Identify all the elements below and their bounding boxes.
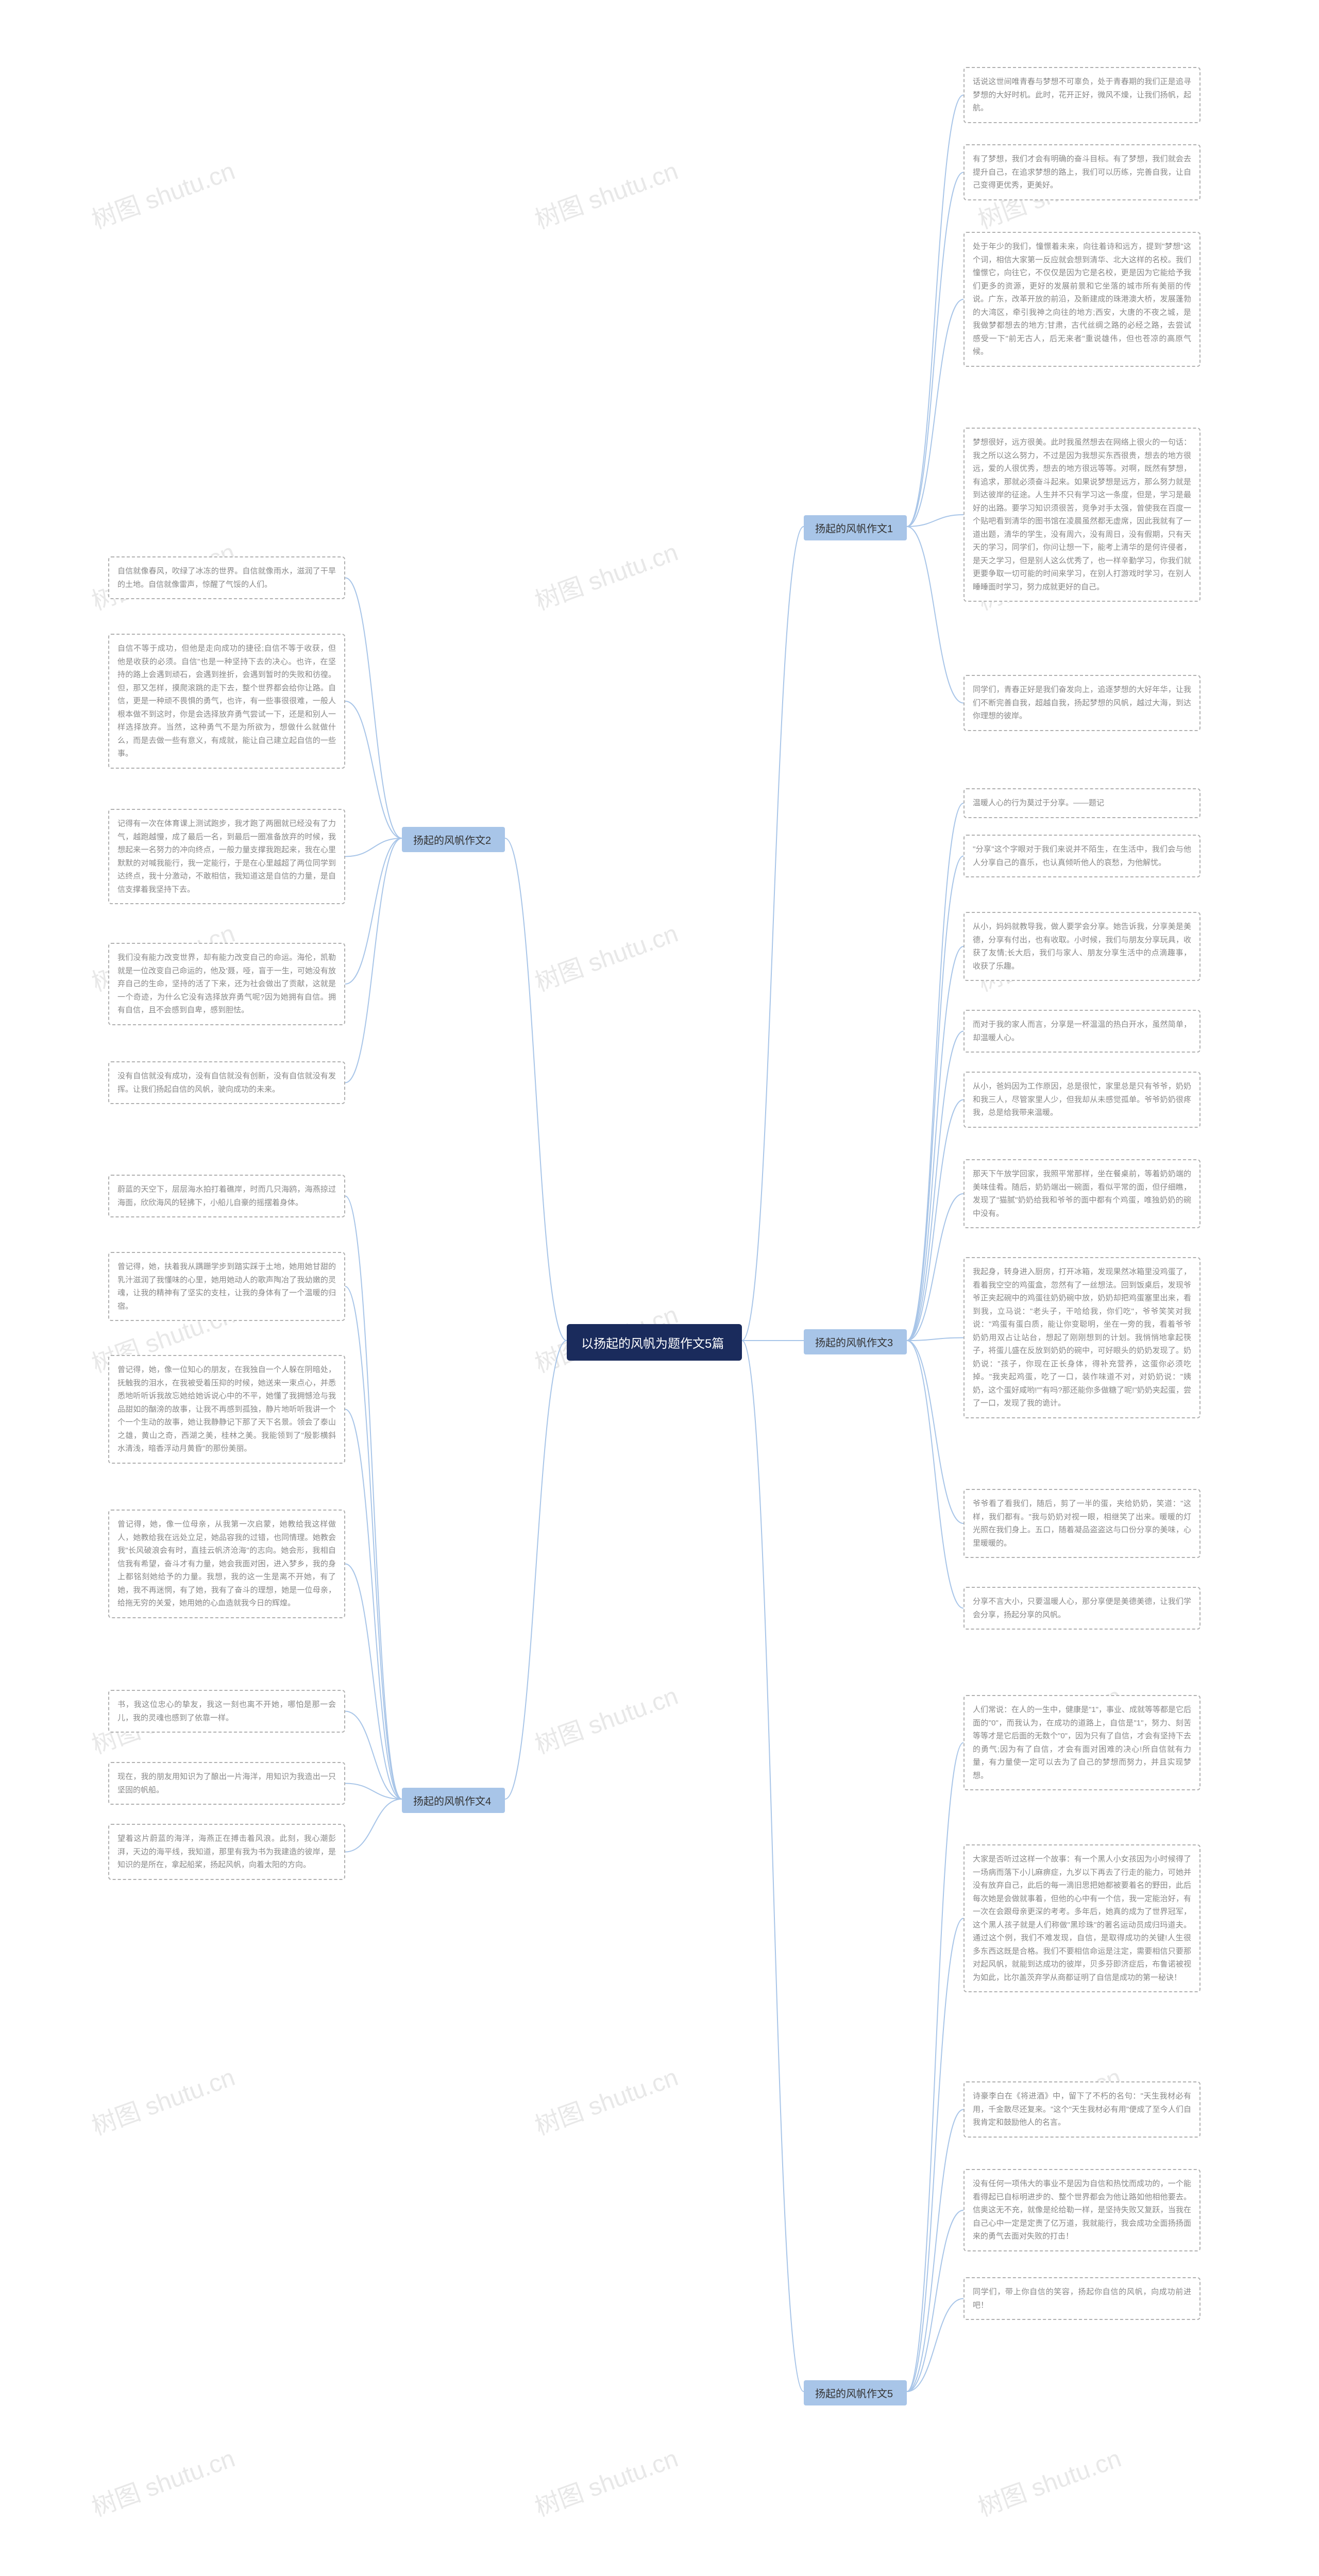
leaf-node: 有了梦想，我们才会有明确的奋斗目标。有了梦想，我们就会去提升自己，在追求梦想的路…: [963, 144, 1200, 200]
edge: [345, 1196, 402, 1800]
edge: [345, 1410, 402, 1800]
leaf-node: "分享"这个字眼对于我们来说并不陌生，在生活中，我们会与他人分享自己的喜乐，也认…: [963, 835, 1200, 877]
edge: [505, 838, 567, 1341]
edge: [907, 1919, 963, 2392]
leaf-node: 书，我这位忠心的挚友，我这一刻也离不开她，哪怕是那一会儿，我的灵魂也感到了依靠一…: [108, 1690, 345, 1733]
edge: [907, 856, 963, 1341]
edge: [345, 578, 402, 839]
watermark: 树图 shutu.cn: [529, 1675, 682, 1760]
edge: [907, 299, 963, 527]
leaf-node: 没有任何一项伟大的事业不是因为自信和热忱而成功的，一个能看得起已自标明进步的、整…: [963, 2169, 1200, 2251]
edge: [907, 803, 963, 1341]
edge: [907, 1194, 963, 1341]
edge: [907, 1100, 963, 1341]
edge: [907, 527, 963, 703]
edge: [345, 838, 402, 857]
branch-node: 扬起的风帆作文5: [804, 2380, 907, 2405]
edge: [907, 515, 963, 527]
edge: [907, 1338, 963, 1341]
edge: [907, 2110, 963, 2392]
edge: [742, 1341, 804, 2392]
mindmap-center: 以扬起的风帆为题作文5篇: [567, 1324, 742, 1361]
edge: [345, 838, 402, 1083]
edge: [907, 2299, 963, 2392]
leaf-node: 曾记得，她，像一位母亲，从我第一次启蒙，她教给我这样做人，她教给我在远处立足，她…: [108, 1510, 345, 1618]
leaf-node: 大家是否听过这样一个故事：有一个黑人小女孩因为小时候得了一场病而落下小儿麻痹症，…: [963, 1844, 1200, 1992]
edge: [345, 1784, 402, 1800]
leaf-node: 曾记得，她，像一位知心的朋友，在我独自一个人躲在阴暗处，抚触我的泪水，在我被受着…: [108, 1355, 345, 1464]
edge: [505, 1341, 567, 1799]
leaf-node: 爷爷看了看我们，随后，剪了一半的蛋，夹给奶奶，笑道："这样，我们都有。"我与奶奶…: [963, 1489, 1200, 1558]
leaf-node: 分享不言大小，只要温暖人心，那分享便是美德美德，让我们学会分享，扬起分享的风帆。: [963, 1587, 1200, 1630]
edge: [907, 95, 963, 527]
leaf-node: 我起身，转身进入厨房，打开冰箱，发现果然冰箱里没鸡蛋了，看着我空空的鸡蛋盒，忽然…: [963, 1257, 1200, 1418]
edge: [742, 527, 804, 1341]
leaf-node: 我们没有能力改变世界，却有能力改变自己的命运。海伦，凯勒就是一位改变自己命运的，…: [108, 943, 345, 1025]
branch-node: 扬起的风帆作文2: [402, 827, 505, 852]
edge: [907, 1743, 963, 2392]
edge: [345, 1286, 402, 1799]
leaf-node: 温暖人心的行为莫过于分享。——题记: [963, 788, 1200, 818]
leaf-node: 处于年少的我们，憧憬着未来，向往着诗和远方，提到"梦想"这个词，相信大家第一反应…: [963, 232, 1200, 367]
leaf-node: 同学们，青春正好是我们奋发向上，追逐梦想的大好年华，让我们不断完善自我，超越自我…: [963, 675, 1200, 731]
leaf-node: 现在，我的朋友用知识为了酿出一片海洋，用知识为我造出一只坚固的帆船。: [108, 1762, 345, 1805]
leaf-node: 那天下午放学回家，我照平常那样，坐在餐桌前，等着奶奶端的美味佳肴。随后，奶奶端出…: [963, 1159, 1200, 1228]
edge: [345, 1799, 402, 1852]
edge: [907, 1031, 963, 1341]
leaf-node: 同学们，带上你自信的笑容，扬起你自信的风帆，向成功前进吧！: [963, 2277, 1200, 2320]
watermark: 树图 shutu.cn: [86, 150, 239, 235]
edge: [345, 838, 402, 984]
edge: [907, 1341, 963, 1608]
edge: [907, 2210, 963, 2392]
leaf-node: 自信不等于成功，但他是走向成功的捷径;自信不等于收获，但他是收获的必须。自信"也…: [108, 634, 345, 769]
leaf-node: 蔚蓝的天空下，层层海水拍打着礁岸，时而几只海鸥，海燕掠过海面，欣欣海风的轻拂下，…: [108, 1175, 345, 1217]
leaf-node: 没有自信就没有成功，没有自信就没有创新，没有自信就没有发挥。让我们扬起自信的风帆…: [108, 1061, 345, 1104]
leaf-node: 自信就像春风，吹绿了冰冻的世界。自信就像雨水，滋润了干旱的土地。自信就像雷声，惊…: [108, 556, 345, 599]
branch-node: 扬起的风帆作文1: [804, 515, 907, 540]
watermark: 树图 shutu.cn: [529, 2438, 682, 2523]
leaf-node: 从小，妈妈就教导我，做人要学会分享。她告诉我，分享美是美德，分享有付出，也有收取…: [963, 912, 1200, 981]
leaf-node: 诗豪李白在《将进酒》中，留下了不朽的名句："天生我材必有用，千金散尽还复来。"这…: [963, 2081, 1200, 2138]
watermark: 树图 shutu.cn: [529, 2057, 682, 2142]
edge: [345, 1711, 402, 1800]
watermark: 树图 shutu.cn: [529, 150, 682, 235]
leaf-node: 话说这世间唯青春与梦想不可辜负，处于青春期的我们正是追寻梦想的大好时机。此时，花…: [963, 67, 1200, 123]
watermark: 树图 shutu.cn: [529, 913, 682, 998]
edge: [907, 1341, 963, 1523]
leaf-node: 人们常说：在人的一生中，健康是"1"，事业、成就等等都是它后面的"0"，而我认为…: [963, 1695, 1200, 1790]
leaf-node: 曾记得，她，扶着我从蹒跚学步到踏实踩于土地，她用她甘甜的乳汁滋润了我懂味的心里，…: [108, 1252, 345, 1321]
leaf-node: 而对于我的家人而言，分享是一杯温温的热白开水，虽然简单，却温暖人心。: [963, 1010, 1200, 1053]
leaf-node: 记得有一次在体育课上测试跑步，我才跑了两圈就已经没有了力气，越跑越慢，成了最后一…: [108, 809, 345, 904]
branch-node: 扬起的风帆作文4: [402, 1788, 505, 1813]
edge: [907, 173, 963, 527]
edge: [345, 701, 402, 838]
branch-node: 扬起的风帆作文3: [804, 1329, 907, 1354]
watermark: 树图 shutu.cn: [972, 2438, 1125, 2523]
watermark: 树图 shutu.cn: [86, 2438, 239, 2523]
edge: [907, 946, 963, 1341]
watermark: 树图 shutu.cn: [529, 532, 682, 617]
watermark: 树图 shutu.cn: [86, 2057, 239, 2142]
leaf-node: 望着这片蔚蓝的海洋，海燕正在搏击着风浪。此刻，我心潮彭湃，天边的海平线，我知道，…: [108, 1824, 345, 1880]
leaf-node: 从小，爸妈因为工作原因，总是很忙，家里总是只有爷爷，奶奶和我三人，尽管家里人少，…: [963, 1072, 1200, 1128]
edge: [345, 1564, 402, 1800]
leaf-node: 梦想很好，远方很美。此时我虽然想去在网络上很火的一句话：我之所以这么努力，不过是…: [963, 428, 1200, 602]
